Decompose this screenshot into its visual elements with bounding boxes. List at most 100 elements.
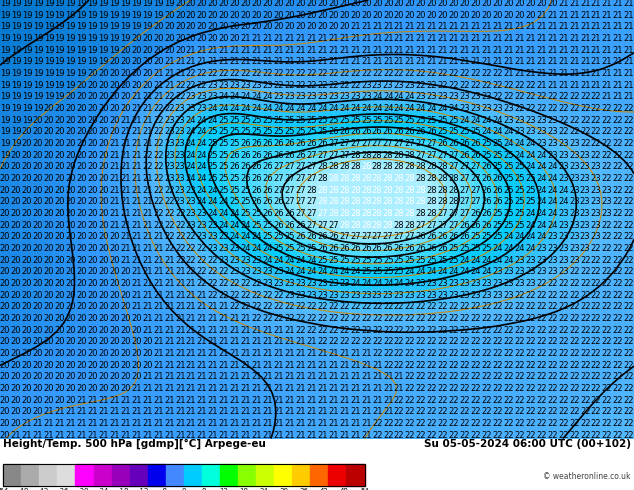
Text: 22: 22 — [470, 372, 481, 381]
Text: 22: 22 — [536, 302, 547, 311]
Text: 27: 27 — [295, 197, 306, 206]
Text: 21: 21 — [186, 279, 197, 288]
Text: 21: 21 — [547, 23, 557, 31]
Text: 21: 21 — [77, 395, 87, 405]
Text: 20: 20 — [22, 174, 32, 183]
Text: 28: 28 — [339, 220, 350, 230]
Text: 22: 22 — [460, 314, 470, 323]
Text: 21: 21 — [142, 197, 153, 206]
Text: 21: 21 — [339, 46, 349, 55]
Text: 20: 20 — [77, 150, 87, 160]
Text: 19: 19 — [11, 92, 22, 101]
Text: 24: 24 — [383, 92, 393, 101]
Text: 22: 22 — [558, 419, 569, 428]
Text: 26: 26 — [252, 139, 262, 148]
Text: 25: 25 — [361, 256, 372, 265]
Text: 27: 27 — [448, 150, 459, 160]
Text: 23: 23 — [197, 209, 207, 218]
Text: 25: 25 — [493, 139, 503, 148]
Text: 21: 21 — [142, 291, 153, 299]
Text: 22: 22 — [580, 407, 590, 416]
Text: 25: 25 — [449, 127, 459, 136]
Text: -30: -30 — [78, 488, 89, 490]
Text: 25: 25 — [361, 267, 372, 276]
Text: 20: 20 — [98, 256, 109, 265]
Text: 22: 22 — [416, 302, 426, 311]
Text: 22: 22 — [547, 302, 557, 311]
Text: 23: 23 — [558, 244, 569, 253]
Text: 23: 23 — [525, 127, 536, 136]
Text: 21: 21 — [131, 431, 141, 440]
Text: 23: 23 — [230, 256, 240, 265]
Text: 28: 28 — [372, 162, 382, 171]
Text: 20: 20 — [87, 174, 98, 183]
Text: 22: 22 — [427, 384, 437, 393]
Text: 20: 20 — [87, 209, 98, 218]
Text: 24: 24 — [493, 244, 503, 253]
Text: 21: 21 — [624, 11, 634, 20]
Text: 21: 21 — [350, 34, 361, 43]
Text: 20: 20 — [33, 372, 43, 381]
Text: 26: 26 — [240, 150, 251, 160]
Text: 21: 21 — [612, 69, 623, 78]
Text: 24: 24 — [536, 186, 547, 195]
Text: 22: 22 — [602, 174, 612, 183]
Text: 22: 22 — [404, 325, 415, 335]
Text: 20: 20 — [197, 34, 207, 43]
Text: 21: 21 — [131, 174, 141, 183]
Text: 20: 20 — [120, 372, 131, 381]
Text: 27: 27 — [295, 209, 306, 218]
Text: 28: 28 — [317, 197, 328, 206]
Text: 28: 28 — [383, 197, 394, 206]
Text: 21: 21 — [361, 46, 372, 55]
Text: 20: 20 — [547, 0, 557, 8]
Text: 20: 20 — [109, 267, 120, 276]
Text: 25: 25 — [317, 116, 328, 124]
Text: 25: 25 — [493, 209, 503, 218]
Text: 21: 21 — [339, 57, 349, 66]
Text: 23: 23 — [460, 279, 470, 288]
Text: 22: 22 — [547, 349, 557, 358]
Text: 21: 21 — [624, 0, 634, 8]
Text: 19: 19 — [0, 57, 10, 66]
Text: 21: 21 — [142, 431, 153, 440]
Text: 22: 22 — [186, 81, 197, 90]
Text: 22: 22 — [383, 419, 393, 428]
Text: 23: 23 — [514, 267, 525, 276]
Text: 20: 20 — [481, 11, 492, 20]
Text: 22: 22 — [580, 267, 590, 276]
Text: 28: 28 — [427, 209, 437, 218]
Text: 23: 23 — [492, 104, 503, 113]
Text: 19: 19 — [22, 116, 32, 124]
Text: 23: 23 — [437, 291, 448, 299]
Text: 19: 19 — [33, 69, 43, 78]
Text: 26: 26 — [284, 139, 295, 148]
Text: 22: 22 — [481, 314, 492, 323]
Text: 23: 23 — [514, 116, 525, 124]
Text: 20: 20 — [87, 372, 98, 381]
Text: 25: 25 — [208, 162, 218, 171]
Text: 22: 22 — [481, 81, 492, 90]
Text: 26: 26 — [427, 244, 437, 253]
Text: 22: 22 — [317, 69, 328, 78]
Text: 23: 23 — [208, 81, 218, 90]
Bar — [220, 465, 238, 486]
Text: 20: 20 — [120, 69, 131, 78]
Text: 25: 25 — [514, 186, 525, 195]
Text: 27: 27 — [306, 197, 317, 206]
Text: 25: 25 — [437, 127, 448, 136]
Text: 21: 21 — [273, 46, 284, 55]
Text: 27: 27 — [361, 232, 372, 241]
Text: 22: 22 — [372, 302, 382, 311]
Text: 22: 22 — [153, 174, 164, 183]
Text: 22: 22 — [394, 361, 404, 369]
Text: 27: 27 — [437, 209, 448, 218]
Text: 20: 20 — [525, 0, 536, 8]
Text: 20: 20 — [87, 186, 98, 195]
Text: 26: 26 — [317, 232, 328, 241]
Text: 24: 24 — [328, 267, 339, 276]
Text: 22: 22 — [591, 267, 601, 276]
Text: 20: 20 — [77, 256, 87, 265]
Text: 23: 23 — [558, 267, 569, 276]
Text: 22: 22 — [164, 232, 174, 241]
